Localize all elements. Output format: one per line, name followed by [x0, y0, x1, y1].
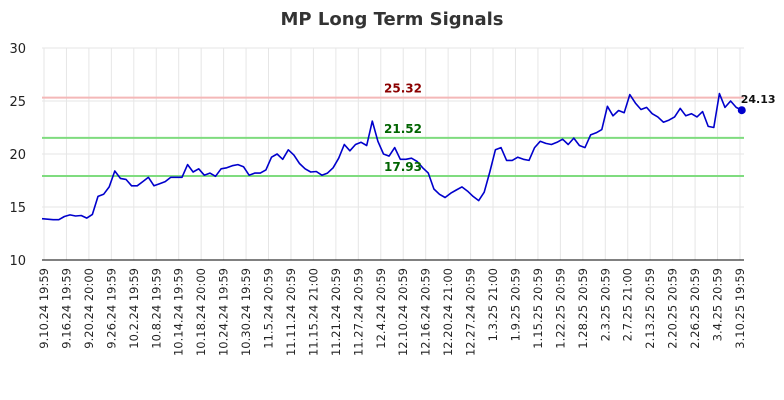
signal-lines [42, 96, 744, 177]
x-tick-label: 12.4.24 20:59 [374, 268, 388, 349]
x-tick-label: 1.15.25 20:59 [531, 268, 545, 349]
x-tick-label: 9.16.24 19:59 [59, 268, 73, 349]
x-tick-label: 12.27.24 20:59 [464, 268, 478, 356]
x-tick-label: 11.11.24 20:59 [284, 268, 298, 356]
x-tick-label: 9.20.24 20:00 [82, 268, 96, 349]
x-tick-label: 9.10.24 19:59 [37, 268, 51, 349]
x-tick-label: 1.3.25 21:00 [486, 268, 500, 341]
x-tick-label: 2.26.25 20:59 [688, 268, 702, 349]
x-tick-label: 1.28.25 20:59 [576, 268, 590, 349]
signal-label: 21.52 [384, 122, 422, 136]
x-tick-label: 1.22.25 20:59 [553, 268, 567, 349]
x-tick-label: 10.2.24 19:59 [127, 268, 141, 349]
grid [42, 47, 744, 261]
signal-label: 25.32 [384, 82, 422, 96]
signal-labels: 25.32 21.52 17.93 [384, 82, 422, 174]
x-tick-label: 10.24.24 19:59 [217, 268, 231, 356]
y-tick-label: 10 [9, 254, 26, 269]
last-point-group: 24.13 [737, 93, 776, 115]
chart-title: MP Long Term Signals [280, 9, 503, 30]
x-tick-label: 2.20.25 20:59 [666, 268, 680, 349]
x-tick-label: 11.21.24 20:59 [329, 268, 343, 356]
y-tick-label: 30 [9, 42, 26, 57]
series-group [41, 92, 743, 221]
x-tick-label: 10.14.24 19:59 [172, 268, 186, 356]
x-tick-label: 11.5.24 20:59 [262, 268, 276, 349]
last-point-label: 24.13 [741, 93, 776, 106]
x-tick-label: 2.3.25 20:59 [598, 268, 612, 341]
signal-label: 17.93 [384, 160, 422, 174]
x-tick-label: 1.9.25 20:59 [508, 268, 522, 341]
x-tick-label: 11.27.24 20:59 [351, 268, 365, 356]
y-tick-label: 25 [9, 95, 26, 110]
x-tick-label: 3.4.25 20:59 [711, 268, 725, 341]
x-tick-label: 2.7.25 21:00 [621, 268, 635, 341]
x-axis-ticks: 9.10.24 19:59 9.16.24 19:59 9.20.24 20:00 9… [37, 268, 747, 356]
x-tick-label: 12.16.24 20:59 [419, 268, 433, 356]
x-tick-label: 10.8.24 19:59 [149, 268, 163, 349]
x-tick-label: 11.15.24 21:00 [306, 268, 320, 356]
x-tick-label: 9.26.24 19:59 [104, 268, 118, 349]
x-tick-label: 12.20.24 21:00 [441, 268, 455, 356]
y-axis-ticks: 10 15 20 25 30 [9, 42, 26, 269]
y-tick-label: 15 [9, 201, 26, 216]
x-tick-label: 10.18.24 20:00 [194, 268, 208, 356]
x-tick-label: 10.30.24 19:59 [239, 268, 253, 356]
last-point-marker [737, 106, 746, 115]
series-line [41, 92, 743, 221]
x-tick-label: 2.13.25 20:59 [643, 268, 657, 349]
x-tick-label: 12.10.24 20:59 [396, 268, 410, 356]
x-tick-label: 3.10.25 19:59 [733, 268, 747, 349]
y-tick-label: 20 [9, 148, 26, 163]
